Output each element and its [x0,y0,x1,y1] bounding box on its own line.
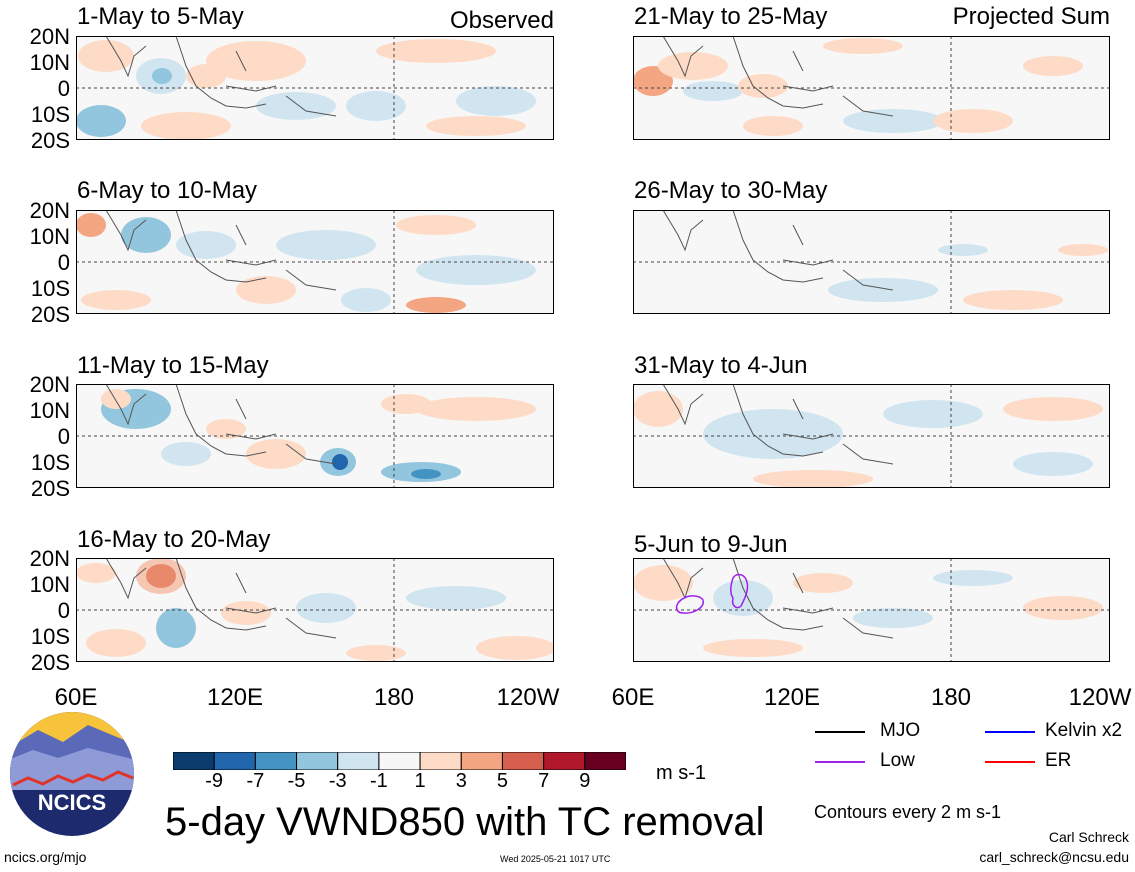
contour-note: Contours every 2 m s-1 [814,802,1002,822]
lat-label-10s: 10S [30,624,70,649]
map-svg-6 [632,209,1111,315]
colorbar-swatch [419,751,462,771]
map-svg-7 [632,383,1111,489]
legend-line-low [815,761,865,763]
map-panel-6 [632,209,1111,315]
map-svg-5 [632,35,1111,141]
panel-title-6: 26-May to 30-May [634,177,828,204]
lat-label-eq: 0 [57,424,70,449]
map-panel-2 [75,209,555,315]
map-svg-8 [632,557,1111,663]
lon-label-right-60e: 60E [611,684,655,711]
colorbar-swatch [337,751,380,771]
colorbar-tick-label: -3 [328,770,347,792]
panel-title-4: 16-May to 20-May [77,526,271,553]
lat-label-eq: 0 [57,598,70,623]
lon-label-right-120e: 120E [763,684,821,711]
colorbar-tick-label: -1 [370,770,388,792]
lon-label-left-120e: 120E [206,684,264,711]
map-panel-5 [632,35,1111,141]
colorbar-swatch [543,751,586,771]
panel-tag-projected: Projected Sum [952,3,1110,30]
lon-label-right-180: 180 [930,684,972,711]
colorbar-tick-label: 7 [538,770,550,792]
colorbar-tick-label: 1 [414,770,426,792]
lon-label-left-120w: 120W [496,684,560,711]
map-svg-2 [75,209,555,315]
lat-label-20s: 20S [30,128,70,153]
lat-label-20s: 20S [30,650,70,675]
lon-label-left-60e: 60E [54,684,98,711]
legend-line-kelvin [985,731,1035,733]
lat-label-20n: 20N [29,372,70,397]
colorbar-swatch [213,751,256,771]
panel-title-7: 31-May to 4-Jun [634,352,808,379]
lat-label-20s: 20S [30,476,70,501]
lat-label-20n: 20N [29,198,70,223]
panel-title-8: 5-Jun to 9-Jun [634,531,788,558]
map-svg-4 [75,557,556,663]
map-panel-3 [75,383,555,489]
lon-label-right-120w: 120W [1068,684,1132,711]
lat-label-10s: 10S [30,276,70,301]
ncics-logo-icon: NCICS [10,712,134,836]
colorbar-swatch [172,751,215,771]
colorbar-swatch [254,751,298,771]
panel-title-1: 1-May to 5-May [77,3,244,30]
map-svg-3 [75,383,555,489]
legend-line-er [985,761,1035,763]
colorbar-tick-label: -5 [287,770,306,792]
colorbar-swatch [584,751,627,771]
panel-title-2: 6-May to 10-May [77,177,258,204]
lat-label-10n: 10N [29,572,70,597]
legend-label-mjo: MJO [880,720,921,741]
map-svg-1 [75,35,555,141]
footer-email: carl_schreck@ncsu.edu [979,849,1129,865]
legend-label-low: Low [880,750,915,771]
legend-label-er: ER [1045,750,1072,771]
colorbar-tick-label: -7 [246,770,265,792]
legend-line-mjo [815,731,865,733]
footer-timestamp: Wed 2025-05-21 1017 UTC [500,854,611,864]
lat-label-10s: 10S [30,450,70,475]
colorbar-tick-label: -9 [205,770,224,792]
panel-title-3: 11-May to 15-May [77,352,269,379]
colorbar-swatch [460,751,503,771]
colorbar-swatch [378,751,421,771]
lat-label-eq: 0 [57,76,70,101]
map-panel-1 [75,35,555,141]
colorbar-tick-label: 5 [496,770,509,792]
main-title: 5-day VWND850 with TC removal [165,800,765,844]
lat-label-10s: 10S [30,102,70,127]
map-panel-8 [632,557,1111,663]
lat-label-20n: 20N [29,546,70,571]
colorbar-swatch [296,751,339,771]
colorbar-tick-label: 3 [455,770,467,792]
panel-title-5: 21-May to 25-May [634,3,828,30]
map-panel-4 [75,557,556,663]
colorbar-swatch [501,751,545,771]
ncics-logo: NCICS [8,710,136,838]
legend-label-kelvin: Kelvin x2 [1045,720,1123,741]
colorbar-tick-label: 9 [579,770,591,792]
lat-label-10n: 10N [29,50,70,75]
footer-url: ncics.org/mjo [4,849,87,865]
lat-label-20n: 20N [29,24,70,49]
lat-label-10n: 10N [29,398,70,423]
lat-label-20s: 20S [30,302,70,327]
colorbar [172,751,627,771]
lat-label-10n: 10N [29,224,70,249]
lon-label-left-180: 180 [373,684,415,711]
lat-label-eq: 0 [57,250,70,275]
logo-text: NCICS [38,790,106,815]
colorbar-svg [172,751,627,771]
panel-tag-observed: Observed [449,7,554,34]
footer-author: Carl Schreck [1048,829,1129,845]
colorbar-units: m s-1 [656,762,706,784]
map-panel-7 [632,383,1111,489]
